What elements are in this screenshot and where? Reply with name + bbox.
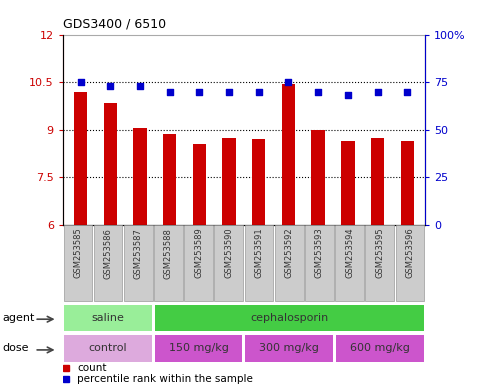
FancyBboxPatch shape	[245, 335, 333, 362]
FancyBboxPatch shape	[214, 225, 243, 301]
Text: percentile rank within the sample: percentile rank within the sample	[77, 374, 253, 384]
Point	[403, 89, 411, 95]
Text: control: control	[89, 343, 128, 354]
Text: 300 mg/kg: 300 mg/kg	[259, 343, 319, 354]
Bar	[400, 141, 414, 225]
FancyBboxPatch shape	[64, 305, 152, 331]
Text: GSM253587: GSM253587	[134, 228, 143, 278]
Text: GSM253589: GSM253589	[194, 228, 203, 278]
Point	[136, 83, 144, 89]
Text: 600 mg/kg: 600 mg/kg	[350, 343, 410, 354]
FancyBboxPatch shape	[335, 225, 364, 301]
Point	[196, 89, 203, 95]
FancyBboxPatch shape	[336, 335, 424, 362]
Text: GSM253590: GSM253590	[224, 228, 233, 278]
Text: GSM253593: GSM253593	[315, 228, 324, 278]
Text: GSM253596: GSM253596	[405, 228, 414, 278]
FancyBboxPatch shape	[366, 225, 394, 301]
Text: count: count	[77, 363, 107, 373]
Bar	[74, 92, 87, 225]
Point	[106, 83, 114, 89]
Text: dose: dose	[2, 343, 29, 354]
FancyBboxPatch shape	[245, 225, 273, 301]
Bar	[222, 137, 236, 225]
Point	[284, 79, 292, 85]
FancyBboxPatch shape	[94, 225, 123, 301]
FancyBboxPatch shape	[185, 225, 213, 301]
FancyBboxPatch shape	[64, 335, 152, 362]
FancyBboxPatch shape	[154, 225, 183, 301]
Text: GSM253585: GSM253585	[73, 228, 83, 278]
Point	[314, 89, 322, 95]
Text: agent: agent	[2, 313, 35, 323]
Point	[77, 79, 85, 85]
Bar	[104, 103, 117, 225]
FancyBboxPatch shape	[305, 225, 334, 301]
Bar	[371, 137, 384, 225]
FancyBboxPatch shape	[275, 225, 304, 301]
Point	[225, 89, 233, 95]
Point	[344, 92, 352, 98]
Bar	[312, 130, 325, 225]
FancyBboxPatch shape	[396, 225, 425, 301]
Point	[255, 89, 263, 95]
Bar	[163, 134, 176, 225]
Text: GSM253586: GSM253586	[103, 228, 113, 278]
FancyBboxPatch shape	[64, 225, 92, 301]
Text: GDS3400 / 6510: GDS3400 / 6510	[63, 18, 166, 31]
Text: cephalosporin: cephalosporin	[250, 313, 328, 323]
Bar	[341, 141, 355, 225]
Text: saline: saline	[92, 313, 125, 323]
Bar	[193, 144, 206, 225]
Text: GSM253591: GSM253591	[255, 228, 264, 278]
Text: GSM253594: GSM253594	[345, 228, 354, 278]
Point	[166, 89, 173, 95]
FancyBboxPatch shape	[124, 225, 153, 301]
FancyBboxPatch shape	[155, 335, 242, 362]
Point	[374, 89, 382, 95]
Text: GSM253592: GSM253592	[284, 228, 294, 278]
Text: GSM253588: GSM253588	[164, 228, 173, 278]
Text: 150 mg/kg: 150 mg/kg	[169, 343, 228, 354]
Bar	[282, 84, 295, 225]
Bar	[133, 128, 147, 225]
Bar	[252, 139, 266, 225]
Text: GSM253595: GSM253595	[375, 228, 384, 278]
FancyBboxPatch shape	[155, 305, 424, 331]
